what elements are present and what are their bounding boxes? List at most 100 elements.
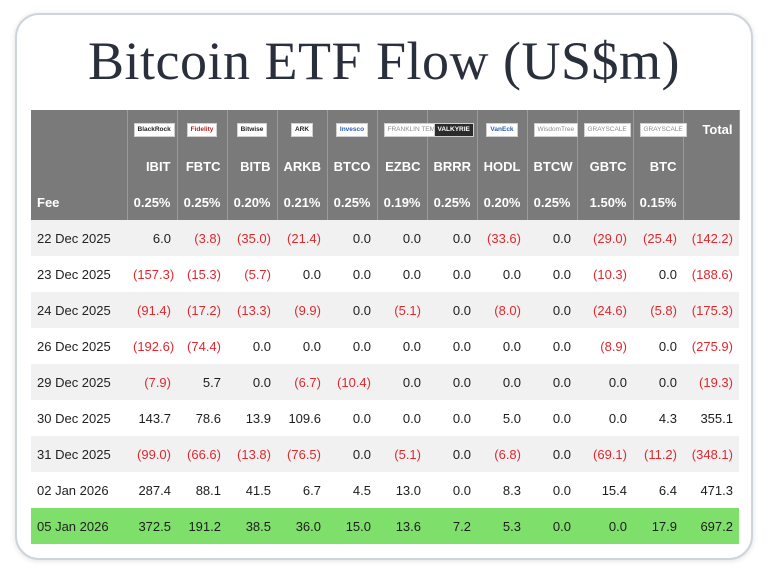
flow-value: 0.0 (658, 266, 677, 282)
flow-value: (5.1) (394, 302, 421, 318)
row-date: 29 Dec 2025 (37, 374, 111, 390)
ticker-header: BRRR (427, 148, 478, 184)
ticker-header: GBTC (577, 148, 634, 184)
issuer-logo-cell: GRAYSCALE (633, 110, 687, 148)
flow-value: 0.0 (252, 374, 271, 390)
table-row: 23 Dec 2025 (157.3) (15.3) (5.7) 0.0 0.0 0.0 0.… (31, 256, 739, 292)
issuer-logo: Bitwise (236, 122, 268, 137)
flow-value: (10.3) (593, 266, 627, 282)
flow-value: 8.3 (502, 482, 521, 498)
fee-value: 0.20% (227, 184, 278, 220)
flow-value: 0.0 (252, 338, 271, 354)
issuer-logo: Fidelity (186, 122, 218, 137)
flow-value: 0.0 (552, 410, 571, 426)
flow-value: 0.0 (302, 266, 321, 282)
fee-value: 0.19% (377, 184, 428, 220)
flow-value: 0.0 (402, 338, 421, 354)
ticker-header: BTCO (327, 148, 378, 184)
ticker-header: BTCW (527, 148, 578, 184)
issuer-logo-cell: GRAYSCALE (577, 110, 634, 148)
table-row: 31 Dec 2025 (99.0) (66.6) (13.8) (76.5) 0.0 (5… (31, 436, 739, 472)
table-row: 26 Dec 2025 (192.6) (74.4) 0.0 0.0 0.0 0.0 0.0 0… (31, 328, 739, 364)
issuer-logo: VanEck (486, 122, 518, 137)
flow-value: 0.0 (608, 374, 627, 390)
flow-value: 0.0 (552, 374, 571, 390)
table-row: 02 Jan 2026 287.4 88.1 41.5 6.7 4.5 13.0 0.0 8.3… (31, 472, 739, 508)
row-date: 22 Dec 2025 (37, 230, 111, 246)
table-row: 05 Jan 2026 372.5 191.2 38.5 36.0 15.0 13.6 7.2… (31, 508, 739, 544)
flow-value: 6.7 (302, 482, 321, 498)
flow-value: 0.0 (552, 266, 571, 282)
fee-total-blank (683, 184, 740, 220)
table-row: 22 Dec 2025 6.0 (3.8) (35.0) (21.4) 0.0 0.0 0.0… (31, 220, 739, 256)
flow-value: 0.0 (352, 446, 371, 462)
flow-value: 0.0 (658, 338, 677, 354)
issuer-logo-cell: ARK (277, 110, 328, 148)
flow-value: (35.0) (237, 230, 271, 246)
flow-value: 0.0 (352, 410, 371, 426)
flow-value: 5.7 (202, 374, 221, 390)
flow-value: (21.4) (287, 230, 321, 246)
flow-value: 287.4 (138, 482, 171, 498)
header-corner (31, 110, 128, 148)
row-total: (142.2) (691, 230, 733, 246)
flow-value: (6.8) (494, 446, 521, 462)
flow-value: (6.7) (294, 374, 321, 390)
flow-value: 13.6 (395, 518, 421, 534)
flow-value: 0.0 (552, 482, 571, 498)
flow-value: (25.4) (643, 230, 677, 246)
issuer-logo-cell: BlackRock (127, 110, 178, 148)
etf-flow-card: Bitcoin ETF Flow (US$m) BlackRock Fidelit… (15, 13, 753, 560)
flow-value: (5.8) (650, 302, 677, 318)
flow-value: 0.0 (502, 374, 521, 390)
row-date: 23 Dec 2025 (37, 266, 111, 282)
ticker-header: IBIT (127, 148, 178, 184)
flow-value: 41.5 (245, 482, 271, 498)
fee-value: 0.25% (177, 184, 228, 220)
fee-label: Fee (31, 184, 128, 220)
fee-value: 0.25% (527, 184, 578, 220)
fee-value: 0.20% (477, 184, 528, 220)
flow-value: 372.5 (138, 518, 171, 534)
flow-value: 88.1 (195, 482, 221, 498)
table-body: 22 Dec 2025 6.0 (3.8) (35.0) (21.4) 0.0 0.0 0.0… (31, 220, 739, 544)
flow-value: 13.9 (245, 410, 271, 426)
flow-value: (66.6) (187, 446, 221, 462)
flow-value: 0.0 (552, 230, 571, 246)
flow-value: (76.5) (287, 446, 321, 462)
flow-value: 0.0 (402, 266, 421, 282)
flow-value: 0.0 (502, 266, 521, 282)
fee-row: Fee 0.25% 0.25% 0.20% 0.21% 0.25% 0.19% 0.25% 0.… (31, 184, 740, 220)
issuer-logo-cell: Invesco (327, 110, 378, 148)
flow-value: (7.9) (144, 374, 171, 390)
flow-value: (69.1) (593, 446, 627, 462)
flow-value: 0.0 (402, 374, 421, 390)
flow-value: 0.0 (352, 338, 371, 354)
flow-value: (99.0) (137, 446, 171, 462)
flow-value: 0.0 (452, 374, 471, 390)
issuer-logo-cell: VALKYRIE (427, 110, 478, 148)
ticker-header: BTC (633, 148, 684, 184)
etf-flow-table: BlackRock Fidelity Bitwise ARK Invesco FRANKL… (31, 110, 740, 544)
table-row: 29 Dec 2025 (7.9) 5.7 0.0 (6.7) (10.4) 0.0 0.0 0… (31, 364, 739, 400)
flow-value: 6.0 (152, 230, 171, 246)
flow-value: (157.3) (133, 266, 175, 282)
flow-value: 78.6 (195, 410, 221, 426)
row-date: 02 Jan 2026 (37, 482, 109, 498)
row-date: 24 Dec 2025 (37, 302, 111, 318)
row-date: 31 Dec 2025 (37, 446, 111, 462)
fee-value: 0.25% (127, 184, 178, 220)
flow-value: 0.0 (352, 266, 371, 282)
flow-value: (8.0) (494, 302, 521, 318)
flow-value: 5.0 (502, 410, 521, 426)
ticker-row: IBIT FBTC BITB ARKB BTCO EZBC BRRR HODL BTCW GBTC… (31, 148, 740, 184)
flow-value: 17.9 (651, 518, 677, 534)
fee-value: 0.25% (327, 184, 378, 220)
ticker-total-blank (683, 148, 740, 184)
flow-value: 0.0 (402, 410, 421, 426)
flow-value: 0.0 (608, 518, 627, 534)
issuer-logo: Invesco (335, 122, 369, 137)
flow-value: (11.2) (644, 446, 677, 462)
total-header: Total (683, 110, 740, 148)
fee-value: 1.50% (577, 184, 634, 220)
